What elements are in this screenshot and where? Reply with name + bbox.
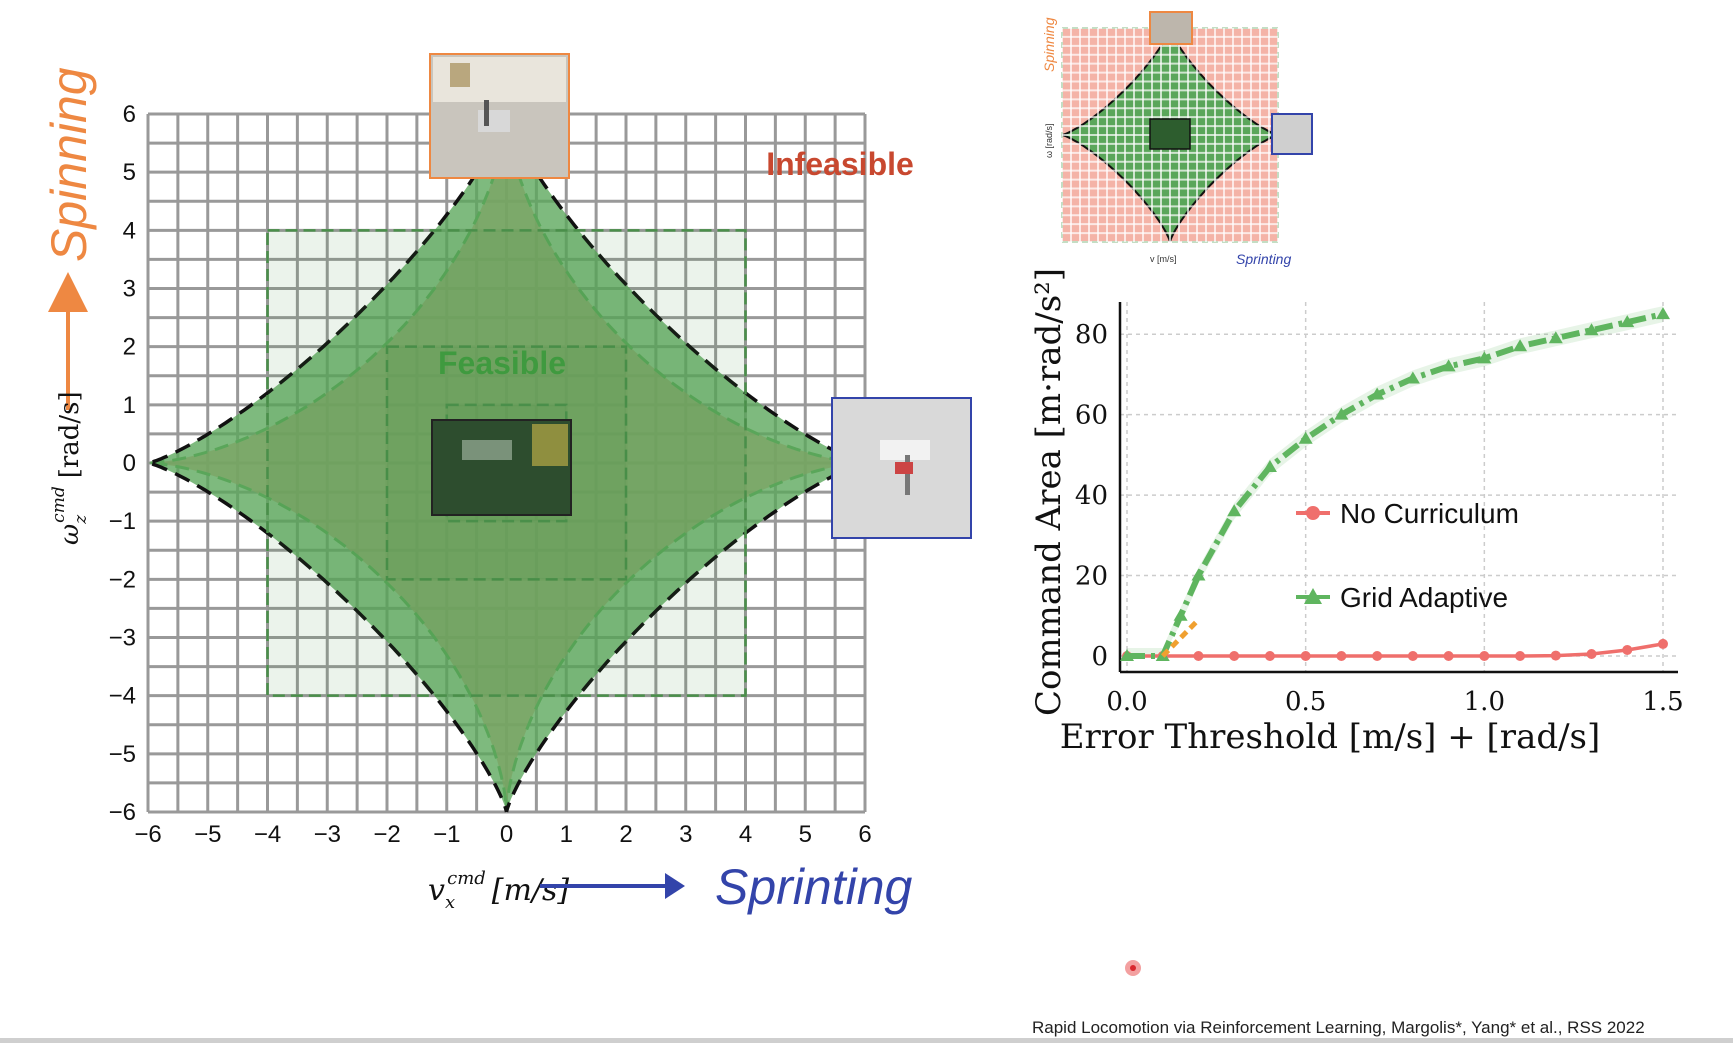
x-tick-label: 3 bbox=[679, 821, 692, 848]
y-tick-label: 0 bbox=[1091, 642, 1108, 672]
no-curriculum-point bbox=[1229, 651, 1239, 661]
no-curriculum-point bbox=[1622, 645, 1632, 655]
y-tick-label: 6 bbox=[123, 101, 136, 128]
no-curriculum-point bbox=[1193, 651, 1203, 661]
no-curriculum-point bbox=[1265, 651, 1275, 661]
y-axis-symbol: ω bbox=[55, 524, 85, 545]
infeasible-label: Infeasible bbox=[766, 146, 914, 182]
y-tick-label: −5 bbox=[109, 741, 136, 768]
y-tick-label: 80 bbox=[1075, 320, 1108, 350]
x-axis-symbol: v bbox=[428, 873, 445, 908]
inset-center-photo bbox=[1150, 119, 1190, 149]
x-axis-sup: cmd bbox=[447, 868, 486, 889]
center-robot-photo bbox=[432, 420, 571, 515]
no-curriculum-point bbox=[1587, 649, 1597, 659]
y-tick-label: 40 bbox=[1075, 481, 1108, 511]
cursor-indicator bbox=[1125, 960, 1141, 976]
no-curriculum-point bbox=[1551, 651, 1561, 661]
x-axis-unit: [m/s] bbox=[492, 873, 570, 908]
y-tick-label: 4 bbox=[123, 217, 136, 244]
no-curriculum-point bbox=[1658, 639, 1668, 649]
x-tick-label: 5 bbox=[799, 821, 812, 848]
y-tick-label: −3 bbox=[109, 625, 136, 652]
inset-sprint-photo bbox=[1272, 114, 1312, 154]
x-tick-label: −4 bbox=[254, 821, 281, 848]
spinning-title: Spinning bbox=[41, 67, 97, 262]
x-tick-label: 1.5 bbox=[1642, 687, 1683, 717]
y-axis-unit: [rad/s] bbox=[55, 391, 85, 478]
x-tick-label: 6 bbox=[858, 821, 871, 848]
x-tick-label: 1 bbox=[560, 821, 573, 848]
x-tick-label: 0.5 bbox=[1285, 687, 1326, 717]
sprinting-title: Sprinting bbox=[715, 859, 913, 915]
no-curriculum-point bbox=[1301, 651, 1311, 661]
y-tick-label: 5 bbox=[123, 159, 136, 186]
x-axis-sub: x bbox=[445, 892, 455, 913]
no-curriculum-point bbox=[1444, 651, 1454, 661]
no-curriculum-point bbox=[1372, 651, 1382, 661]
spin-robot-photo bbox=[430, 54, 569, 178]
sprint-robot-photo bbox=[832, 398, 971, 538]
y-tick-label: 60 bbox=[1075, 401, 1108, 431]
inset-spin-photo bbox=[1150, 12, 1192, 44]
x-tick-label: 2 bbox=[619, 821, 632, 848]
y-tick-label: −4 bbox=[109, 683, 136, 710]
y-tick-label: 2 bbox=[123, 334, 136, 361]
y-tick-label: 1 bbox=[123, 392, 136, 419]
y-tick-label: 3 bbox=[123, 276, 136, 303]
y-tick-label: −1 bbox=[109, 508, 136, 535]
line-chart-y-label: Command Area [m·rad/s²] bbox=[1029, 268, 1069, 716]
y-tick-label: −6 bbox=[109, 799, 136, 826]
y-axis-label: ωzcmd [rad/s] bbox=[49, 391, 91, 545]
x-tick-label: 0.0 bbox=[1106, 687, 1147, 717]
inset-grid bbox=[1062, 28, 1278, 242]
sprint-arrowhead bbox=[665, 873, 685, 899]
legend-no-curriculum-label: No Curriculum bbox=[1340, 498, 1519, 529]
inset-y-label: ω [rad/s] bbox=[1044, 123, 1054, 158]
command-area-line-chart: 0.0 0.5 1.0 1.5 0 20 40 60 80 No Curriculum Grid … bbox=[1010, 262, 1710, 782]
line-chart-legend: No Curriculum Grid Adaptive bbox=[1296, 498, 1519, 613]
y-tick-label: 0 bbox=[123, 450, 136, 477]
no-curriculum-point bbox=[1408, 651, 1418, 661]
x-tick-label: −1 bbox=[433, 821, 460, 848]
svg-text:vxcmd[m/s]: vx cmd [m/s] bbox=[428, 868, 569, 913]
no-curriculum-point bbox=[1479, 651, 1489, 661]
x-tick-label: 4 bbox=[739, 821, 752, 848]
y-axis-sub: z bbox=[71, 514, 91, 525]
line-chart-x-label: Error Threshold [m/s] + [rad/s] bbox=[1060, 717, 1601, 757]
feasible-label: Feasible bbox=[438, 345, 566, 381]
y-tick-label: −2 bbox=[109, 566, 136, 593]
x-tick-label: 1.0 bbox=[1464, 687, 1505, 717]
x-tick-label: −6 bbox=[134, 821, 161, 848]
no-curriculum-point bbox=[1336, 651, 1346, 661]
line-chart-grid bbox=[1120, 302, 1678, 672]
x-tick-label: −3 bbox=[314, 821, 341, 848]
command-space-chart: −6 −5 −4 −3 −2 −1 0 1 2 3 4 5 6 −6 −5 −4 −3 −2 −1 0 1 2 3 4 5 6 F… bbox=[0, 0, 1000, 960]
x-tick-label: 0 bbox=[500, 821, 513, 848]
y-axis-sup: cmd bbox=[49, 486, 69, 523]
inset-spinning-label: Spinning bbox=[1041, 17, 1057, 72]
y-tick-label: 20 bbox=[1075, 562, 1108, 592]
legend-grid-adaptive-label: Grid Adaptive bbox=[1340, 582, 1508, 613]
bottom-bar bbox=[0, 1038, 1733, 1043]
line-chart-axes bbox=[1120, 302, 1678, 672]
x-tick-label: −5 bbox=[194, 821, 221, 848]
no-curriculum-line bbox=[1127, 644, 1663, 656]
no-curriculum-point bbox=[1515, 651, 1525, 661]
legend-no-curriculum-marker bbox=[1306, 506, 1320, 520]
svg-text:ωzcmd[rad/s]: ωzcmd [rad/s] bbox=[49, 391, 91, 545]
x-axis-label: vx cmd [m/s] bbox=[428, 868, 569, 913]
inset-thumbnail-chart: Spinning ω [rad/s] v [m/s] Sprinting bbox=[1010, 0, 1330, 272]
x-tick-label: −2 bbox=[373, 821, 400, 848]
citation-text: Rapid Locomotion via Reinforcement Learn… bbox=[1032, 1018, 1645, 1038]
